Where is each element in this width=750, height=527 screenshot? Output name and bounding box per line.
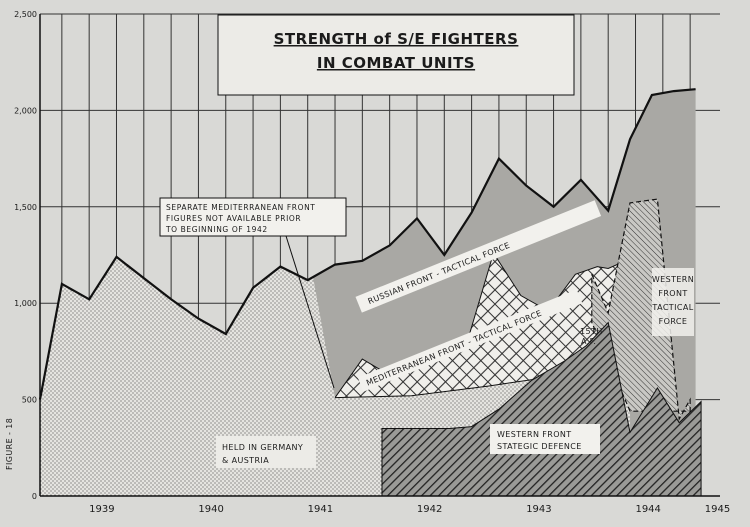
y-tick-label: 500 [22, 396, 37, 405]
note-line3: TO BEGINNING OF 1942 [165, 225, 268, 234]
y-axis-label: FIGURE - 18 [5, 418, 14, 470]
label-western-strategic-2: STATEGIC DEFENCE [497, 442, 582, 451]
note-line2: FIGURES NOT AVAILABLE PRIOR [166, 214, 301, 223]
area-western-strategic [381, 321, 702, 497]
label-15th-af-2: A.F. [581, 337, 596, 346]
total-strength-line [38, 88, 696, 400]
western-tactical-label-bg [652, 268, 694, 336]
label-western-tactical-1: WESTERN [652, 275, 694, 284]
label-germany-1: HELD IN GERMANY [222, 443, 303, 452]
chart-title-line1: STRENGTH of S/E FIGHTERS [274, 30, 519, 48]
note-box [159, 197, 347, 237]
label-15th-af-1: 15TH [580, 327, 603, 336]
y-tick-labels: 0 500 1,000 1,500 2,000 2,500 [14, 10, 37, 501]
year-label: 1942 [417, 504, 442, 515]
germany-label-bg [216, 436, 316, 468]
y-tick-label: 1,000 [14, 299, 37, 308]
y-tick-label: 1,500 [14, 203, 37, 212]
year-label: 1939 [89, 504, 114, 515]
y-tick-label: 2,000 [14, 106, 37, 115]
year-labels: 1939 1940 1941 1942 1943 1944 1945 [89, 504, 730, 515]
title-box [217, 14, 575, 96]
label-western-tactical-2: FRONT [658, 289, 687, 298]
year-label: 1940 [198, 504, 223, 515]
label-germany-2: & AUSTRIA [222, 456, 269, 465]
label-western-tactical-4: FORCE [659, 317, 688, 326]
note-line1: SEPARATE MEDITERRANEAN FRONT [166, 203, 316, 212]
year-label: 1945 [705, 504, 730, 515]
y-tick-label: 2,500 [14, 10, 37, 19]
label-western-strategic-1: WESTERN FRONT [497, 430, 572, 439]
year-label: 1941 [308, 504, 333, 515]
western-strategic-label-bg [490, 424, 600, 454]
note-pointer [285, 235, 335, 389]
y-tick-label: 0 [32, 492, 37, 501]
year-label: 1943 [526, 504, 551, 515]
chart-title-line2: IN COMBAT UNITS [317, 54, 475, 72]
year-label: 1944 [635, 504, 660, 515]
label-western-tactical-3: TACTICAL [651, 303, 693, 312]
